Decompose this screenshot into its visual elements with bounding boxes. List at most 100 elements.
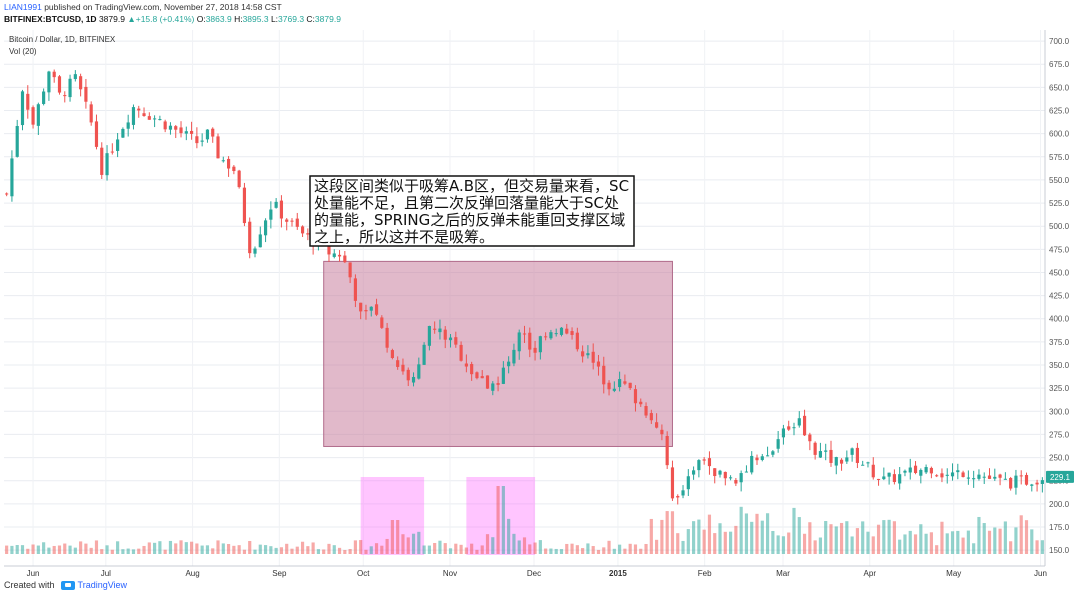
candle-body bbox=[332, 253, 336, 257]
price-chart[interactable]: 150.0175.0200.0225.0250.0275.0300.0325.0… bbox=[0, 30, 1080, 578]
candle-body bbox=[660, 429, 664, 435]
candle-body bbox=[950, 472, 955, 477]
candle-body bbox=[512, 349, 516, 364]
candle-body bbox=[808, 434, 812, 442]
volume-bar bbox=[681, 540, 685, 554]
candle-body bbox=[1024, 474, 1029, 485]
candle-body bbox=[1035, 482, 1039, 485]
volume-bar bbox=[1014, 527, 1018, 554]
candle-body bbox=[987, 475, 992, 479]
candle-body bbox=[385, 327, 389, 348]
candle-body bbox=[528, 332, 532, 350]
volume-bar bbox=[522, 537, 527, 554]
volume-bar bbox=[697, 519, 701, 554]
volume-bar bbox=[972, 543, 976, 554]
volume-bar bbox=[226, 544, 231, 554]
y-tick-label: 600.0 bbox=[1049, 130, 1070, 139]
x-tick-label: Mar bbox=[776, 569, 790, 578]
candle-body bbox=[168, 125, 173, 130]
candle-body bbox=[491, 383, 495, 391]
candle-body bbox=[913, 465, 918, 473]
candle-body bbox=[866, 462, 870, 464]
y-tick-label: 525.0 bbox=[1049, 199, 1070, 208]
candle-body bbox=[797, 418, 801, 426]
candle-body bbox=[163, 121, 167, 130]
candle-body bbox=[977, 474, 981, 479]
candle-body bbox=[781, 428, 786, 438]
volume-bar bbox=[517, 540, 521, 554]
author-link[interactable]: LIAN1991 bbox=[4, 2, 42, 12]
y-tick-label: 375.0 bbox=[1049, 338, 1070, 347]
candle-body bbox=[290, 220, 294, 222]
candle-body bbox=[760, 456, 764, 460]
volume-bar bbox=[269, 546, 273, 554]
volume-bar bbox=[845, 521, 849, 554]
candle-body bbox=[586, 353, 590, 356]
ohlc-line: BITFINEX:BTCUSD, 1D 3879.9 ▲+15.8 (+0.41… bbox=[4, 14, 341, 24]
high-value: 3895.3 bbox=[242, 14, 269, 24]
x-tick-label: Oct bbox=[357, 569, 370, 578]
volume-bar bbox=[581, 548, 585, 554]
candle-body bbox=[448, 337, 453, 341]
candle-body bbox=[1019, 475, 1023, 477]
volume-bar bbox=[126, 548, 130, 554]
candle-body bbox=[956, 470, 960, 473]
volume-bar bbox=[438, 540, 442, 554]
volume-bar bbox=[20, 545, 25, 554]
volume-bar bbox=[781, 536, 786, 554]
volume-bar bbox=[248, 540, 252, 554]
annotation-box[interactable]: 这段区间类似于吸筹A.B区，但交易量来看，SC处量能不足，且第二次反弹回落量能大… bbox=[309, 175, 635, 247]
candle-body bbox=[1014, 475, 1018, 488]
volume-bar bbox=[52, 545, 56, 554]
candle-body bbox=[26, 93, 30, 110]
candle-body bbox=[258, 234, 262, 248]
y-tick-label: 550.0 bbox=[1049, 176, 1070, 185]
volume-bar bbox=[485, 534, 490, 554]
candle-body bbox=[834, 457, 838, 466]
volume-bar bbox=[174, 543, 178, 554]
open-value: 3863.9 bbox=[205, 14, 232, 24]
candle-body bbox=[443, 329, 447, 340]
candle-body bbox=[116, 139, 120, 151]
volume-bar bbox=[464, 547, 468, 554]
candle-body bbox=[485, 375, 490, 389]
volume-bar bbox=[448, 548, 453, 554]
volume-bar bbox=[771, 530, 775, 554]
volume-bar bbox=[808, 522, 812, 554]
volume-bar bbox=[401, 534, 405, 554]
candle-body bbox=[353, 278, 357, 301]
candle-body bbox=[972, 478, 976, 480]
volume-bar bbox=[565, 543, 569, 554]
volume-bar bbox=[200, 545, 204, 554]
volume-bar bbox=[628, 543, 632, 554]
tradingview-link[interactable]: TradingView bbox=[60, 580, 127, 590]
candle-body bbox=[818, 451, 823, 458]
volume-bar bbox=[501, 486, 505, 554]
candle-body bbox=[670, 467, 675, 499]
volume-bar bbox=[290, 548, 294, 554]
volume-bar bbox=[221, 543, 225, 554]
volume-bar bbox=[47, 547, 51, 554]
y-tick-label: 650.0 bbox=[1049, 83, 1070, 92]
volume-bar bbox=[237, 545, 241, 554]
volume-bar bbox=[633, 544, 638, 554]
candle-body bbox=[998, 474, 1002, 478]
candle-body bbox=[417, 364, 421, 379]
candle-body bbox=[501, 367, 505, 384]
volume-bar bbox=[765, 513, 770, 554]
volume-bar bbox=[670, 511, 675, 554]
volume-bar bbox=[718, 523, 722, 554]
volume-bar bbox=[692, 521, 696, 554]
volume-bar bbox=[475, 549, 479, 554]
volume-bar bbox=[924, 533, 928, 554]
candle-body bbox=[544, 336, 548, 338]
candle-body bbox=[422, 344, 426, 365]
volume-bar bbox=[184, 542, 188, 554]
axis-layer: 150.0175.0200.0225.0250.0275.0300.0325.0… bbox=[4, 30, 1074, 578]
candle-body bbox=[496, 383, 500, 385]
candle-body bbox=[1009, 478, 1013, 489]
candle-body bbox=[903, 470, 907, 473]
volume-layer bbox=[5, 486, 1044, 554]
candle-body bbox=[237, 170, 241, 188]
candle-body bbox=[739, 473, 743, 483]
